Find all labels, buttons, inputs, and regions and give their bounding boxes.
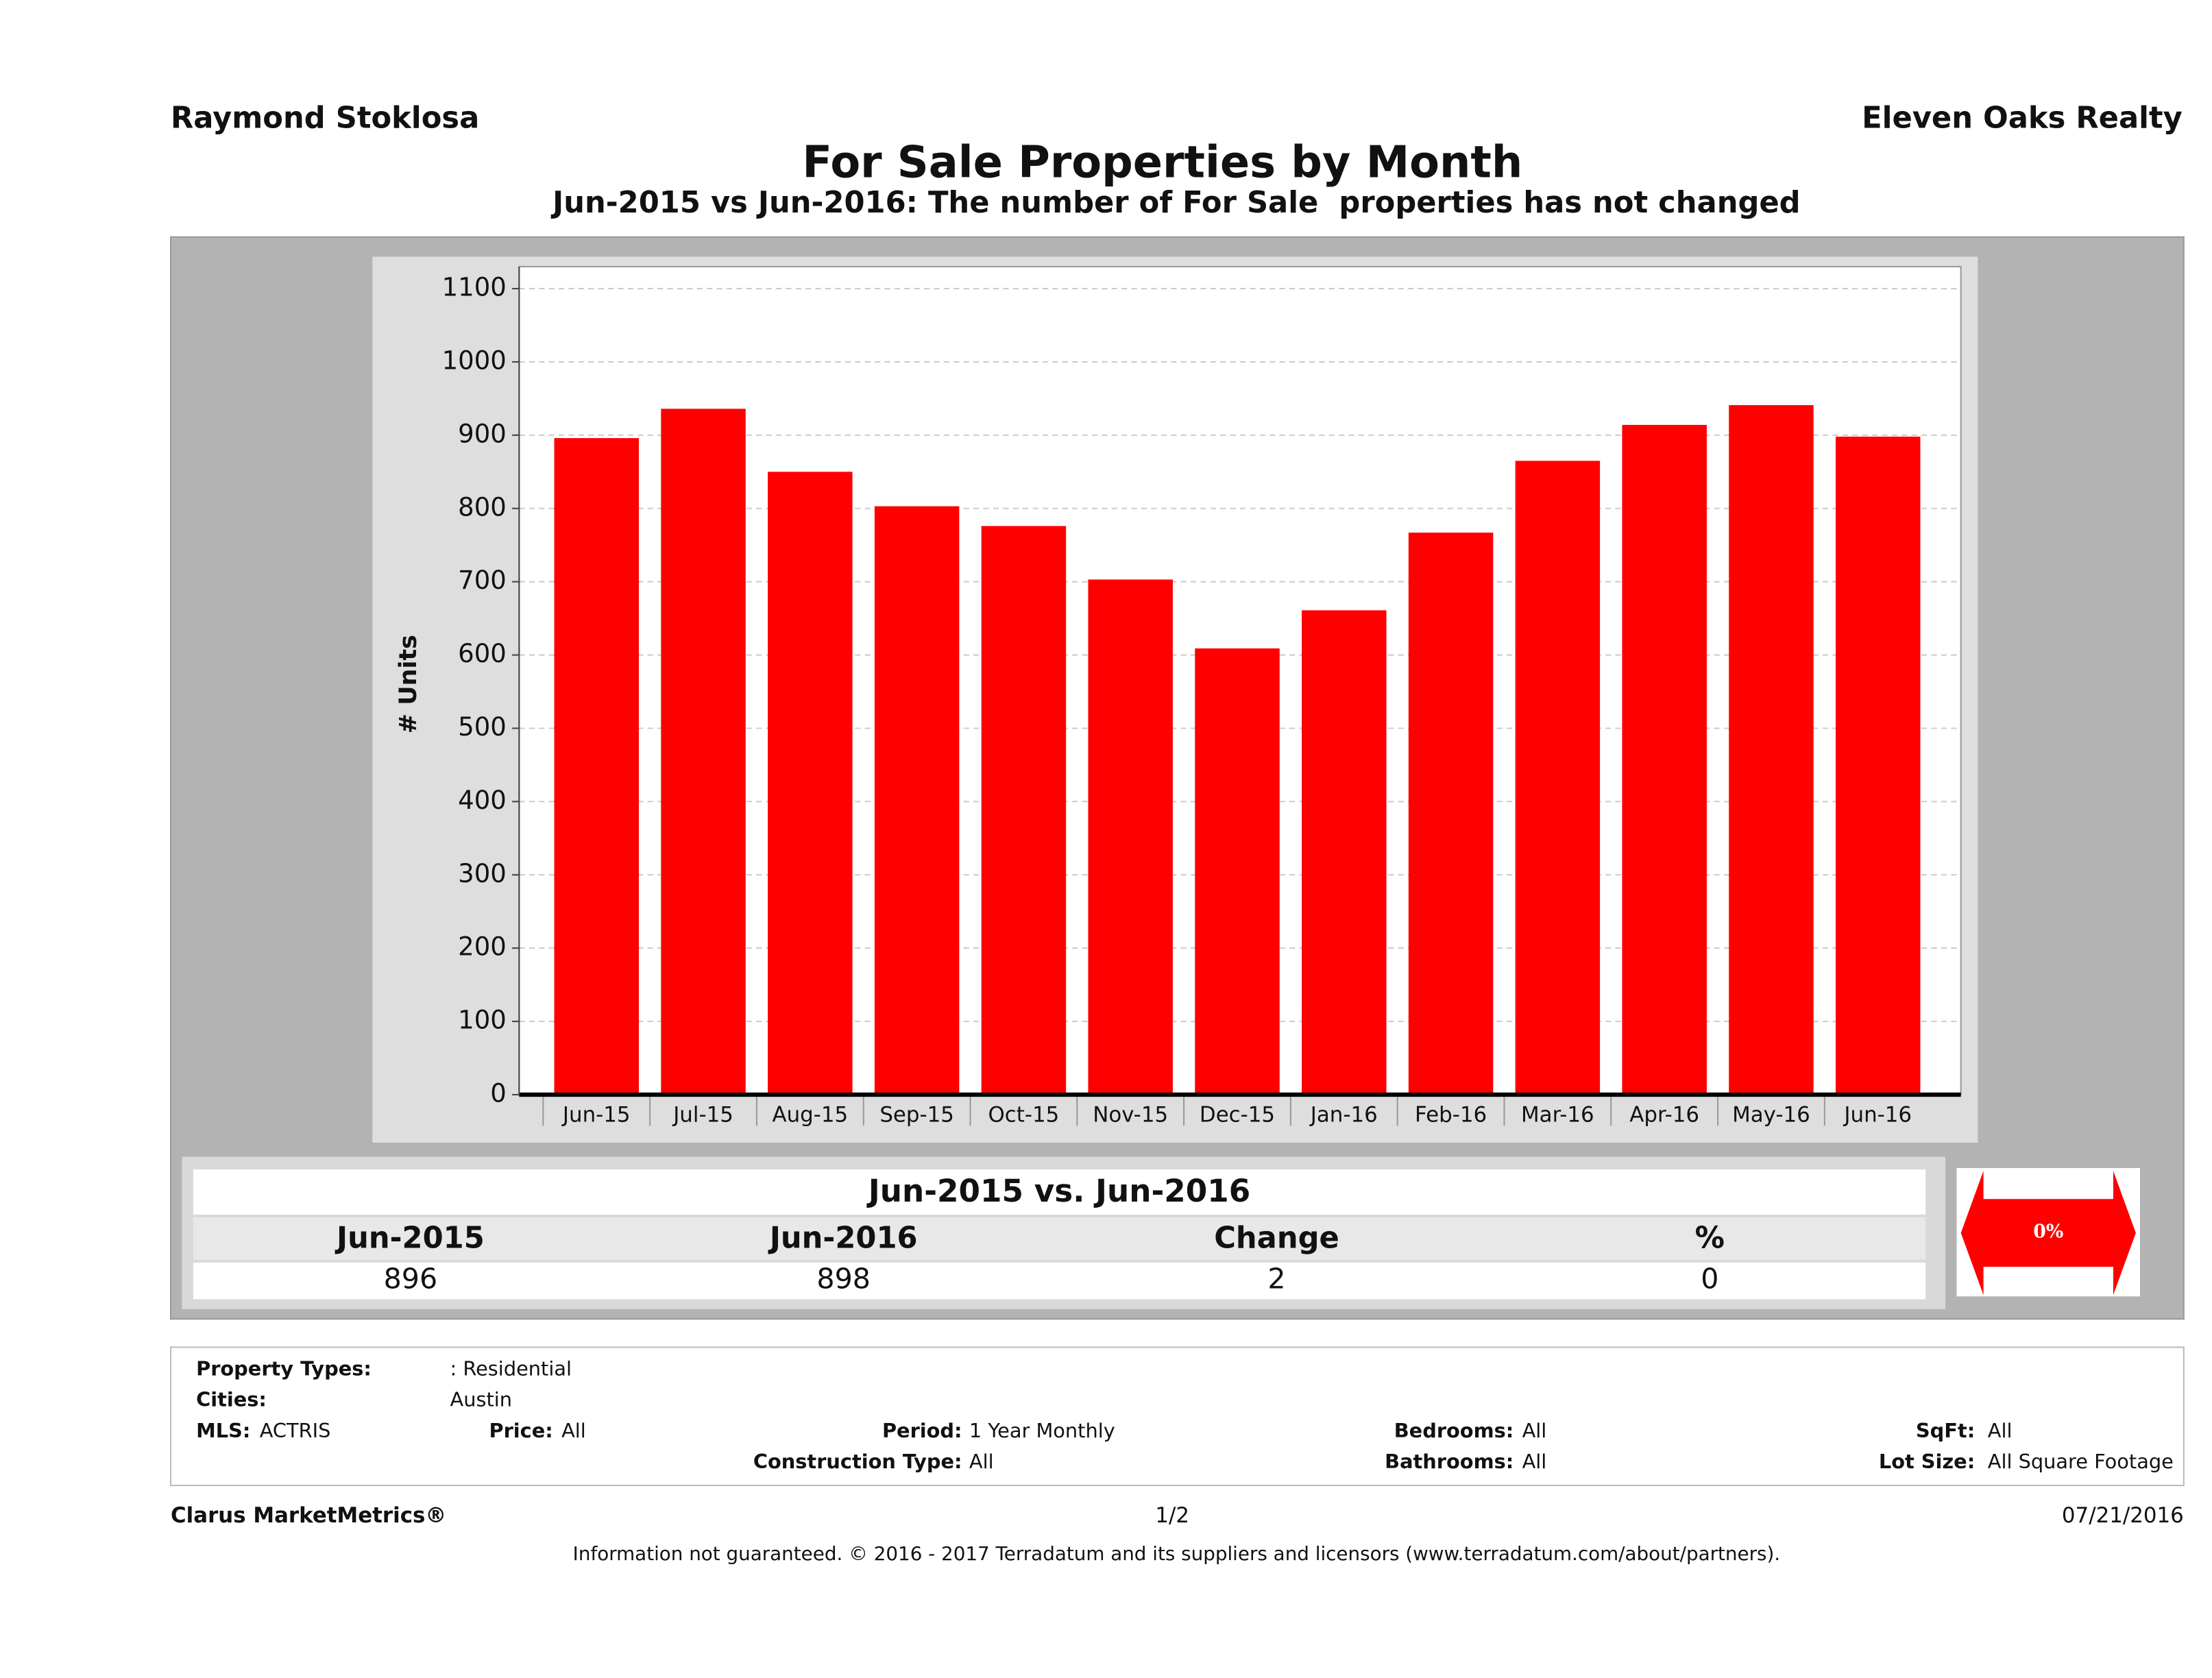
filter-label: MLS:: [196, 1419, 250, 1442]
x-tick-label: Aug-15: [772, 1102, 848, 1127]
filter-value: Austin: [450, 1388, 513, 1411]
bar: [981, 526, 1067, 1095]
filter-label: Cities:: [196, 1388, 267, 1411]
bar: [1836, 436, 1921, 1095]
x-tick-label: Oct-15: [988, 1102, 1060, 1127]
filter-label: Period:: [882, 1419, 962, 1442]
y-tick-label: 1100: [442, 273, 507, 302]
y-tick-label: 200: [458, 932, 507, 962]
y-tick-label: 1000: [442, 345, 507, 375]
x-tick-label: Dec-15: [1200, 1102, 1275, 1127]
filter-value: All: [1522, 1450, 1547, 1473]
y-tick-label: 700: [458, 566, 507, 595]
y-tick-label: 900: [458, 419, 507, 448]
bar: [1302, 610, 1387, 1095]
summary-value: 2: [1267, 1263, 1285, 1296]
bar: [1622, 424, 1707, 1095]
filter-label: Bedrooms:: [1394, 1419, 1514, 1442]
footer-disclaimer: Information not guaranteed. © 2016 - 201…: [573, 1542, 1780, 1565]
filter-value: All: [1988, 1419, 2013, 1442]
y-tick-label: 800: [458, 492, 507, 522]
filter-label: Construction Type:: [753, 1450, 962, 1473]
filter-label: Lot Size:: [1879, 1450, 1975, 1473]
bar: [661, 409, 746, 1095]
x-tick-label: Feb-16: [1415, 1102, 1487, 1127]
filter-label: Bathrooms:: [1385, 1450, 1514, 1473]
filter-label: Property Types:: [196, 1357, 372, 1380]
summary-header: %: [1695, 1221, 1725, 1255]
filters: Property Types: : Residential Cities: Austi…: [196, 1357, 2174, 1473]
y-tick-label: 300: [458, 859, 507, 888]
filter-value: : Residential: [450, 1357, 572, 1380]
x-tick-label: Jul-15: [672, 1102, 733, 1127]
x-tick-label: Jan-16: [1309, 1102, 1378, 1127]
bar: [1408, 533, 1494, 1095]
summary-value-row: [193, 1262, 1926, 1300]
bar: [874, 506, 960, 1095]
filter-value: All Square Footage: [1988, 1450, 2174, 1473]
footer-brand: Clarus MarketMetrics®: [171, 1503, 446, 1528]
y-tick-label: 500: [458, 712, 507, 742]
y-tick-label: 0: [490, 1079, 507, 1108]
filter-value: ACTRIS: [260, 1419, 331, 1442]
filter-label: SqFt:: [1916, 1419, 1975, 1442]
agent-name: Raymond Stoklosa: [171, 101, 479, 135]
filter-value: All: [969, 1450, 994, 1473]
summary-value: 0: [1701, 1263, 1718, 1296]
company-name: Eleven Oaks Realty: [1862, 101, 2183, 135]
chart-title: For Sale Properties by Month: [802, 137, 1522, 188]
summary-value: 898: [816, 1263, 871, 1296]
summary-header: Jun-2016: [768, 1221, 918, 1255]
x-tick-label: Mar-16: [1521, 1102, 1594, 1127]
summary-header: Jun-2015: [335, 1221, 485, 1255]
summary-header-row: [193, 1217, 1926, 1260]
summary-title-row: [193, 1169, 1926, 1215]
y-tick-label: 600: [458, 639, 507, 668]
summary-title: Jun-2015 vs. Jun-2016: [866, 1173, 1250, 1209]
chart-subtitle: Jun-2015 vs Jun-2016: The number of For …: [550, 186, 1800, 220]
x-tick-label: May-16: [1732, 1102, 1810, 1127]
bar: [1729, 405, 1814, 1095]
filter-value: All: [561, 1419, 586, 1442]
x-tick-label: Sep-15: [879, 1102, 954, 1127]
y-axis-label: # Units: [395, 635, 422, 733]
x-tick-label: Jun-15: [561, 1102, 631, 1127]
bar: [1088, 579, 1173, 1095]
x-tick-label: Jun-16: [1843, 1102, 1912, 1127]
summary-table: Jun-2015 896 Jun-2016 898 Change 2% 0: [335, 1221, 1725, 1295]
summary-header: Change: [1214, 1221, 1339, 1255]
summary-value: 896: [384, 1263, 438, 1296]
footer-date: 07/21/2016: [2062, 1503, 2184, 1528]
filter-value: All: [1522, 1419, 1547, 1442]
plot: 0 100 200 300 400 500 600 700 800 900 1000 1100 Jun-…: [442, 266, 1961, 1127]
filter-label: Price:: [489, 1419, 552, 1442]
filter-value: 1 Year Monthly: [969, 1419, 1115, 1442]
bar: [768, 472, 853, 1095]
filters-box: [170, 1346, 2185, 1487]
y-tick-label: 400: [458, 786, 507, 815]
y-tick-label: 100: [458, 1006, 507, 1035]
change-badge: 0%: [2033, 1221, 2063, 1243]
x-tick-label: Apr-16: [1629, 1102, 1699, 1127]
change-arrow: [1960, 1171, 2136, 1296]
footer-page: 1/2: [1155, 1503, 1189, 1528]
bar: [1195, 648, 1280, 1095]
x-tick-label: Nov-15: [1093, 1102, 1168, 1127]
bar: [554, 438, 639, 1095]
bar: [1515, 461, 1601, 1095]
